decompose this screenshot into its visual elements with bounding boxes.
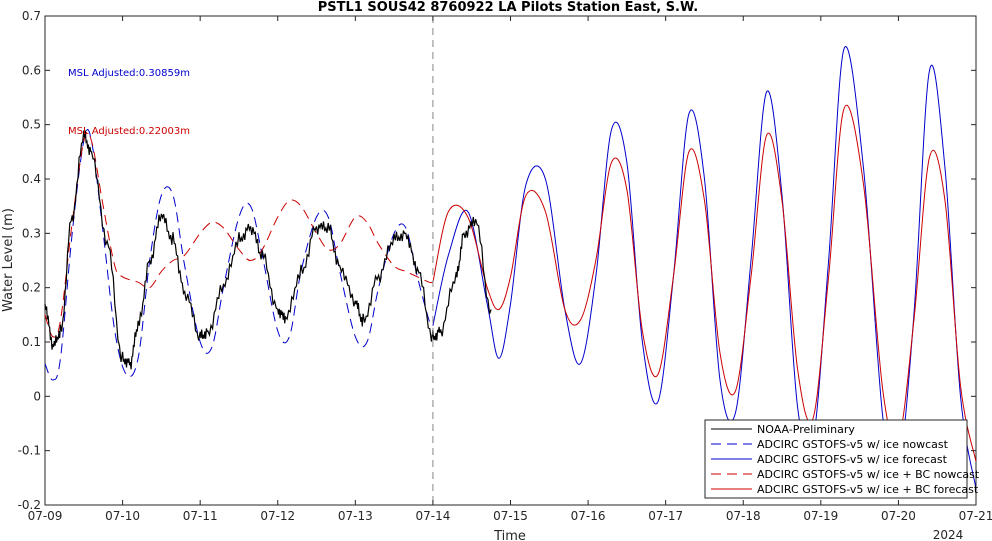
y-axis-label: Water Level (m): [1, 208, 16, 312]
x-tick-label: 07-11: [183, 509, 218, 523]
chart-title: PSTL1 SOUS42 8760922 LA Pilots Station E…: [318, 0, 698, 15]
msl-annotation-blue: MSL Adjusted:0.30859m: [68, 68, 190, 79]
x-tick-label: 07-16: [571, 509, 606, 523]
y-tick-label: 0.1: [22, 335, 41, 349]
series-noaa-preliminary: [44, 130, 492, 370]
x-year-label: 2024: [933, 528, 964, 541]
legend-entry-label: ADCIRC GSTOFS-v5 w/ ice forecast: [757, 453, 948, 466]
x-tick-label: 07-17: [648, 509, 683, 523]
series-ice-nowcast: [44, 128, 434, 381]
series-ice-bc-nowcast: [44, 131, 433, 338]
y-tick-label: 0.3: [22, 226, 41, 240]
x-tick-label: 07-10: [105, 509, 140, 523]
y-tick-label: 0.7: [22, 9, 41, 23]
x-tick-label: 07-18: [726, 509, 761, 523]
legend-entry-label: ADCIRC GSTOFS-v5 w/ ice nowcast: [757, 438, 949, 451]
x-tick-label: 07-14: [415, 509, 450, 523]
legend-entry-label: ADCIRC GSTOFS-v5 w/ ice + BC forecast: [757, 483, 979, 496]
x-tick-label: 07-19: [803, 509, 838, 523]
x-tick-label: 07-15: [493, 509, 528, 523]
x-tick-label: 07-20: [881, 509, 916, 523]
x-tick-label: 07-21: [959, 509, 992, 523]
x-tick-label: 07-12: [260, 509, 295, 523]
y-tick-label: 0.2: [22, 281, 41, 295]
y-tick-label: 0.5: [22, 118, 41, 132]
y-tick-label: -0.1: [18, 444, 41, 458]
legend: NOAA-Preliminary ADCIRC GSTOFS-v5 w/ ice …: [704, 419, 980, 499]
y-tick-label: 0.4: [22, 172, 41, 186]
axes-layer: -0.2 -0.1 0 0.1 0.2 0.3 0.4 0.5 0.6 0.7 07-09 07-10…: [18, 9, 992, 523]
y-tick-label: 0.6: [22, 63, 41, 77]
legend-entry-label: ADCIRC GSTOFS-v5 w/ ice + BC nowcast: [757, 468, 980, 481]
msl-annotation-red: MSL Adjusted:0.22003m: [68, 126, 190, 137]
x-tick-label: 07-09: [28, 509, 63, 523]
y-tick-label: -0.2: [18, 498, 41, 512]
x-tick-label: 07-13: [338, 509, 373, 523]
y-tick-label: 0: [33, 389, 41, 403]
x-axis-label: Time: [493, 529, 526, 541]
legend-entry-label: NOAA-Preliminary: [757, 423, 855, 436]
